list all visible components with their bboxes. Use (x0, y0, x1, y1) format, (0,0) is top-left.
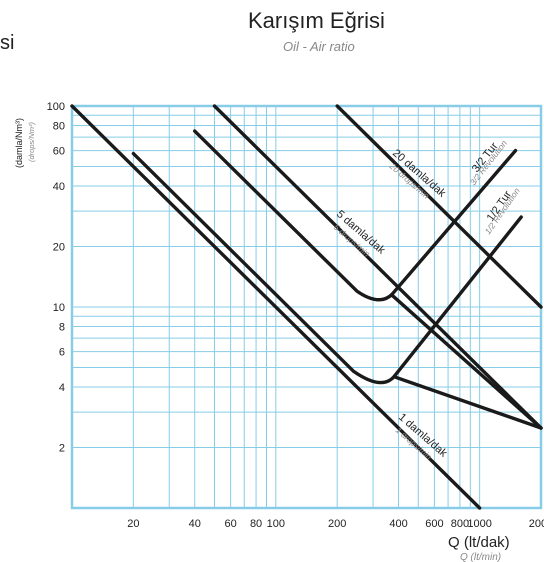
x-tick-label: 800 (451, 518, 469, 530)
chart-title: Karışım Eğrisi (248, 8, 385, 33)
series-line (70, 104, 482, 510)
x-tick-label: 20 (127, 518, 139, 530)
series-line (389, 148, 518, 297)
x-tick-label: 600 (425, 518, 443, 530)
series-line (392, 215, 523, 379)
y-axis-sublabel: (drops/Nm³) (27, 121, 36, 162)
grid (70, 104, 543, 510)
x-tick-label: 100 (267, 518, 285, 530)
y-tick-label: 20 (53, 241, 65, 253)
y-tick-label: 60 (53, 146, 65, 158)
y-tick-label: 8 (59, 321, 65, 333)
x-tick-label: 40 (189, 518, 201, 530)
x-axis-label: Q (lt/dak) (448, 534, 510, 551)
series-line (335, 104, 543, 309)
y-tick-label: 4 (59, 382, 65, 394)
chart-subtitle: Oil - Air ratio (283, 39, 355, 54)
series-line (212, 104, 543, 430)
y-tick-label: 2 (59, 442, 65, 454)
x-tick-label: 80 (250, 518, 262, 530)
x-tick-label: 60 (224, 518, 236, 530)
y-tick-label: 80 (53, 120, 65, 132)
y-axis-label: (damla/Nm³) (14, 118, 24, 168)
cut-off-text: si (0, 32, 15, 54)
y-tick-label: 100 (47, 101, 65, 113)
x-axis-sublabel: Q (lt/min) (460, 552, 501, 562)
y-tick-label: 40 (53, 181, 65, 193)
x-tick-label: 2000 (529, 518, 544, 530)
curves (70, 104, 543, 510)
x-tick-label: 1000 (467, 518, 491, 530)
x-tick-label: 200 (328, 518, 346, 530)
y-tick-label: 10 (53, 302, 65, 314)
x-tick-label: 400 (389, 518, 407, 530)
y-tick-label: 6 (59, 347, 65, 359)
